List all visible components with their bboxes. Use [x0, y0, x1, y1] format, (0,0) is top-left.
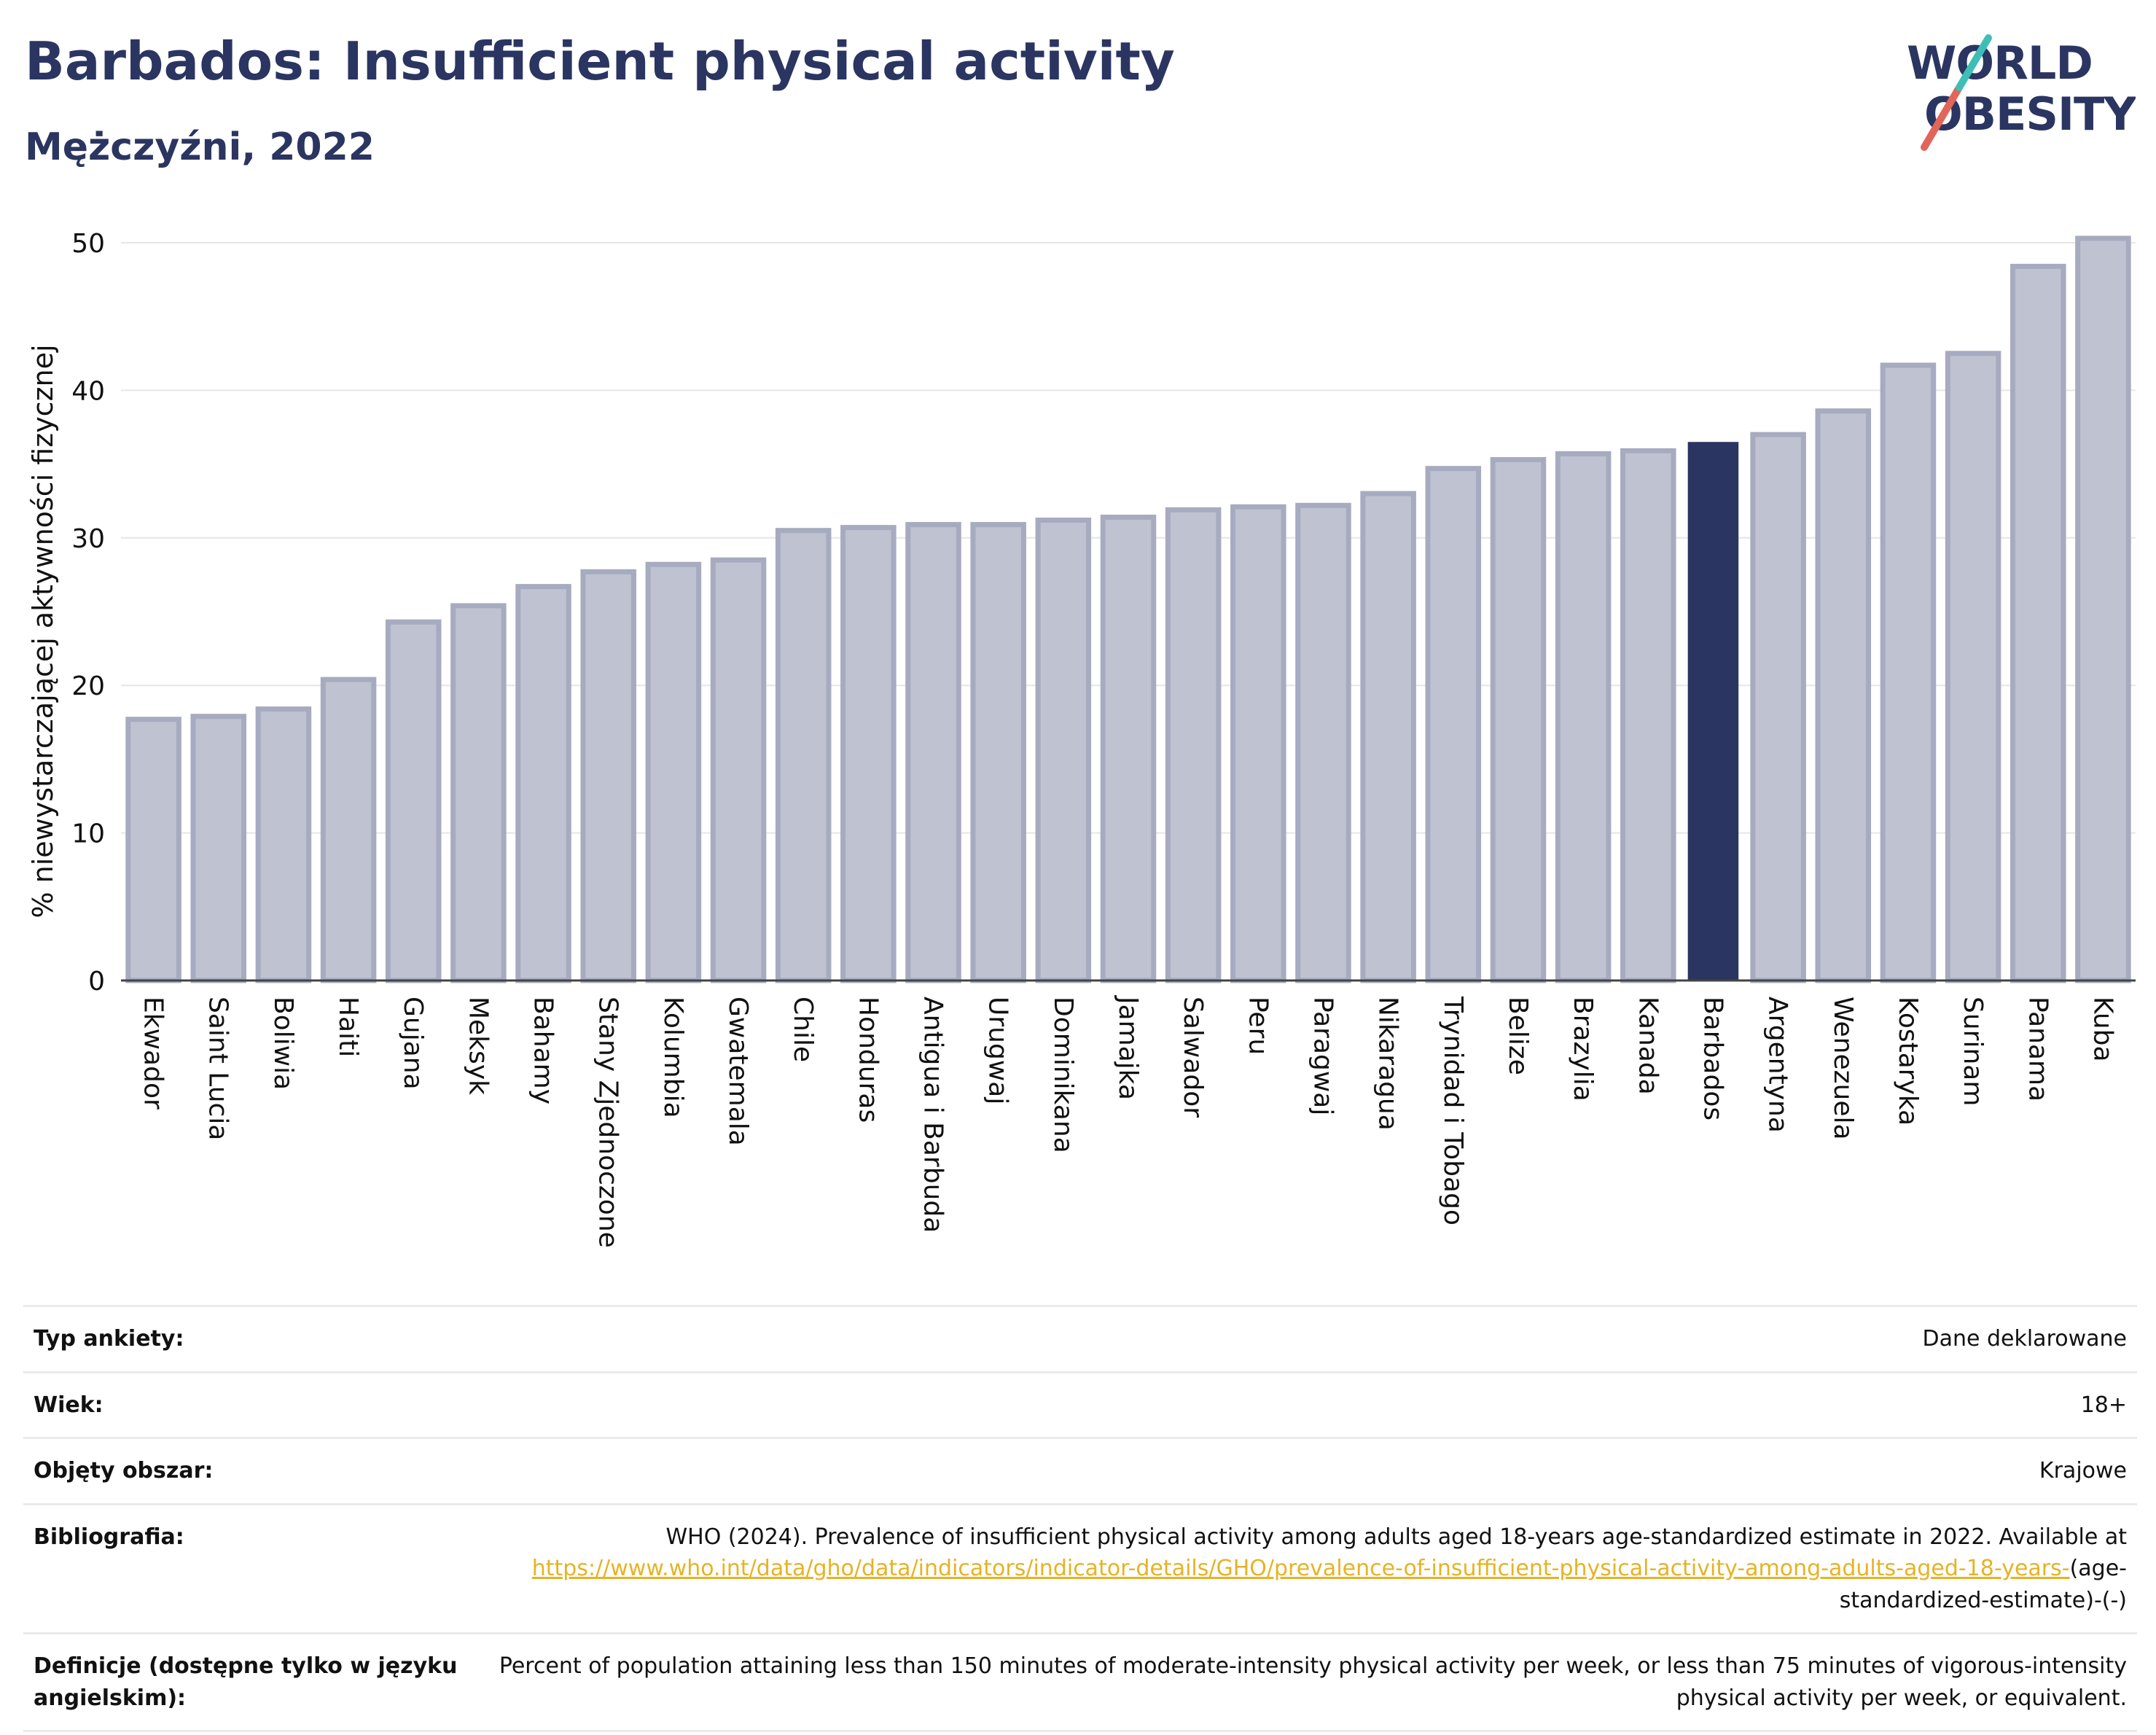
info-label: Bibliografia:	[34, 1524, 184, 1550]
bar-antigua-i-barbuda[interactable]	[905, 522, 961, 983]
info-label: Objęty obszar:	[34, 1458, 214, 1483]
x-tick-label: Dominikana	[1048, 997, 1078, 1153]
x-tick-label: Haiti	[333, 997, 363, 1057]
bar-stany-zjednoczone[interactable]	[580, 569, 636, 983]
x-tick-label: Jamajka	[1113, 995, 1143, 1100]
x-axis-labels: Ekwador Saint Lucia Boliwia Haiti Gujana Meks…	[138, 995, 2118, 1248]
bar-kanada[interactable]	[1620, 448, 1676, 983]
x-tick-label: Kanada	[1633, 997, 1663, 1095]
x-tick-label: Gujana	[398, 997, 428, 1090]
x-tick-label: Urugwaj	[983, 997, 1013, 1104]
bar-wenezuela[interactable]	[1815, 408, 1872, 983]
bar-surinam[interactable]	[1945, 351, 2001, 983]
y-axis-ticks: 0 10 20 30 40 50	[71, 229, 105, 997]
x-tick-label: Gwatemala	[723, 997, 753, 1146]
page-title: Barbados: Insufficient physical activity	[25, 31, 1175, 92]
bar-kuba[interactable]	[2075, 235, 2131, 983]
x-tick-label: Barbados	[1698, 997, 1727, 1120]
world-obesity-logo: WORLD OBESITY	[1907, 34, 2136, 151]
bar-brazylia[interactable]	[1555, 451, 1612, 983]
info-label: Wiek:	[34, 1392, 103, 1418]
bar-ekwador[interactable]	[125, 717, 181, 983]
x-tick-label: Trynidad i Tobago	[1438, 996, 1468, 1225]
info-value-bibliography: WHO (2024). Prevalence of insufficient p…	[485, 1521, 2127, 1617]
bar-jamajka[interactable]	[1100, 514, 1157, 983]
bar-argentyna[interactable]	[1750, 432, 1806, 983]
bar-salwador[interactable]	[1165, 507, 1222, 983]
y-tick-label: 10	[71, 819, 105, 849]
logo-slash-teal-icon	[1956, 34, 1992, 91]
bar-kolumbia[interactable]	[645, 561, 702, 983]
x-tick-label: Boliwia	[268, 997, 298, 1090]
bar-paragwaj[interactable]	[1295, 502, 1351, 983]
info-row-bibliography: Bibliografia: WHO (2024). Prevalence of …	[23, 1502, 2137, 1633]
bar-belize[interactable]	[1490, 457, 1547, 983]
x-tick-label: Saint Lucia	[203, 997, 233, 1140]
bar-chile[interactable]	[775, 528, 832, 983]
x-tick-label: Kostaryka	[1893, 997, 1923, 1126]
bar-urugwaj[interactable]	[970, 522, 1026, 983]
bibliography-text-post: (age-standardized-estimate)-(-)	[1839, 1556, 2127, 1613]
x-tick-label: Paragwaj	[1308, 997, 1337, 1115]
x-tick-label: Kuba	[2087, 997, 2117, 1062]
bar-meksyk[interactable]	[450, 603, 507, 983]
bar-dominikana[interactable]	[1035, 518, 1092, 983]
x-tick-label: Brazylia	[1568, 997, 1598, 1102]
bar-chart: 0 10 20 30 40 50 Ekwador Saint Lucia Boliwia Hai…	[27, 229, 2136, 1248]
bar-panama[interactable]	[2009, 263, 2066, 983]
bar-haiti[interactable]	[320, 677, 377, 983]
x-tick-label: Honduras	[853, 997, 883, 1123]
info-value: Dane deklarowane	[1922, 1326, 2127, 1352]
bar-trynidad-i-tobago[interactable]	[1425, 466, 1482, 983]
x-tick-label: Antigua i Barbuda	[918, 997, 948, 1233]
x-tick-label: Chile	[788, 997, 818, 1062]
bars	[125, 235, 2131, 983]
bar-boliwia[interactable]	[255, 706, 312, 983]
info-value: Krajowe	[2039, 1458, 2127, 1483]
bar-bahamy[interactable]	[515, 584, 571, 983]
info-label: Typ ankiety:	[34, 1326, 184, 1352]
x-tick-label: Wenezuela	[1828, 997, 1858, 1140]
info-row-survey-type: Typ ankiety: Dane deklarowane	[23, 1305, 2137, 1371]
bar-gujana[interactable]	[385, 619, 442, 983]
info-value: 18+	[2080, 1392, 2127, 1418]
bar-barbados[interactable]	[1687, 442, 1739, 980]
y-tick-label: 50	[71, 229, 105, 259]
y-tick-label: 40	[71, 376, 105, 406]
x-tick-label: Ekwador	[138, 997, 168, 1110]
bibliography-link[interactable]: https://www.who.int/data/gho/data/indica…	[531, 1556, 2070, 1581]
x-tick-label: Peru	[1243, 997, 1273, 1055]
bar-gwatemala[interactable]	[710, 557, 767, 983]
x-tick-label: Bahamy	[528, 997, 558, 1104]
info-row-age: Wiek: 18+	[23, 1371, 2137, 1438]
x-tick-label: Surinam	[1958, 997, 1988, 1106]
y-axis-label: % niewystarczającej aktywności fizycznej	[27, 344, 59, 918]
page-subtitle: Mężczyźni, 2022	[25, 125, 375, 169]
bar-kostaryka[interactable]	[1880, 362, 1937, 983]
bar-peru[interactable]	[1230, 504, 1286, 983]
y-tick-label: 0	[88, 967, 105, 997]
x-tick-label: Stany Zjednoczone	[593, 997, 623, 1248]
x-tick-label: Kolumbia	[658, 997, 688, 1118]
x-tick-label: Salwador	[1178, 997, 1208, 1118]
info-row-definitions: Definicje (dostępne tylko w języku angie…	[23, 1632, 2137, 1732]
x-tick-label: Belize	[1503, 997, 1533, 1075]
x-tick-label: Meksyk	[463, 997, 493, 1095]
x-tick-label: Argentyna	[1763, 997, 1793, 1133]
bar-saint-lucia[interactable]	[190, 714, 247, 983]
y-tick-label: 20	[71, 671, 105, 701]
logo-slash-red-icon	[1921, 84, 1963, 151]
info-label: Definicje (dostępne tylko w języku angie…	[34, 1653, 458, 1711]
bibliography-text: WHO (2024). Prevalence of insufficient p…	[665, 1524, 2127, 1550]
logo-line1: WORLD	[1907, 36, 2093, 90]
info-table: Typ ankiety: Dane deklarowane Wiek: 18+ …	[23, 1305, 2137, 1732]
x-tick-label: Nikaragua	[1373, 997, 1403, 1131]
bar-honduras[interactable]	[840, 525, 897, 983]
bar-nikaragua[interactable]	[1360, 491, 1416, 983]
logo-line2: OBESITY	[1924, 87, 2136, 141]
info-row-coverage: Objęty obszar: Krajowe	[23, 1437, 2137, 1503]
y-tick-label: 30	[71, 524, 105, 554]
x-tick-label: Panama	[2023, 997, 2053, 1102]
info-value: Percent of population attaining less tha…	[499, 1653, 2127, 1711]
